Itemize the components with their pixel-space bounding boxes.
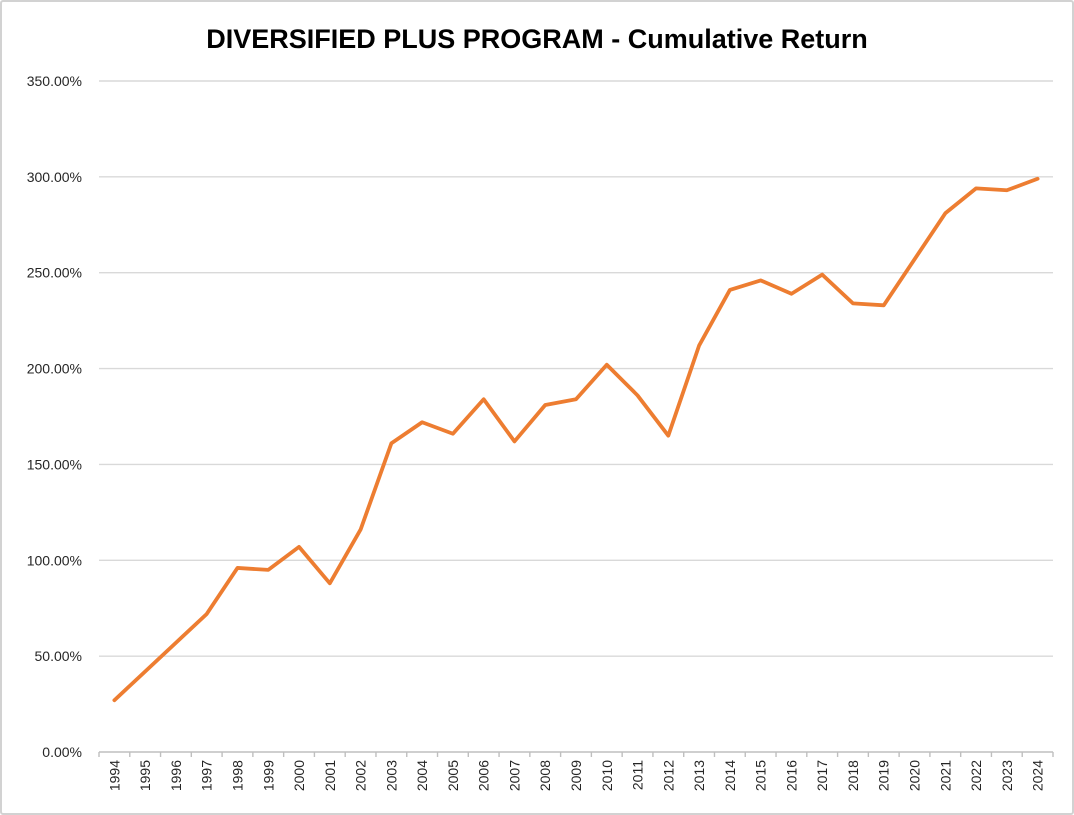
x-tick-label: 2015: [753, 760, 769, 791]
x-tick-label: 2021: [937, 760, 953, 791]
x-tick-label: 1996: [168, 760, 184, 791]
x-tick-label: 2022: [968, 760, 984, 791]
x-tick-label: 2006: [476, 760, 492, 791]
x-tick-label: 2003: [383, 760, 399, 791]
chart-title: DIVERSIFIED PLUS PROGRAM - Cumulative Re…: [206, 24, 868, 54]
x-tick-label: 2019: [876, 760, 892, 791]
x-tick-label: 2011: [630, 760, 646, 790]
x-tick-label: 2023: [999, 760, 1015, 791]
y-tick-label: 200.00%: [27, 361, 82, 377]
y-tick-label: 250.00%: [27, 265, 82, 281]
y-tick-label: 50.00%: [35, 648, 82, 664]
x-tick-label: 2012: [660, 760, 676, 791]
x-tick-label: 2005: [445, 760, 461, 791]
x-tick-label: 2009: [568, 760, 584, 791]
y-tick-label: 0.00%: [42, 744, 82, 760]
x-tick-label: 1998: [229, 760, 245, 791]
x-tick-label: 2008: [537, 760, 553, 791]
cumulative-return-line: [112, 176, 1040, 703]
x-tick-label: 2007: [506, 760, 522, 791]
x-tick-label: 2018: [845, 760, 861, 791]
y-tick-label: 100.00%: [27, 552, 82, 568]
x-tick-label: 1997: [199, 760, 215, 791]
x-tick-label: 1999: [260, 760, 276, 791]
x-tick-label: 1995: [137, 760, 153, 791]
x-tick-label: 2017: [814, 760, 830, 791]
x-tick-label: 2013: [691, 760, 707, 791]
x-tick-label: 2004: [414, 760, 430, 791]
x-tick-label: 2000: [291, 760, 307, 791]
x-tick-label: 2020: [907, 760, 923, 791]
x-tick-label: 1994: [106, 760, 122, 791]
x-tick-label: 2001: [322, 760, 338, 791]
x-tick-label: 2010: [599, 760, 615, 791]
x-tick-label: 2024: [1030, 760, 1046, 791]
x-tick-label: 2014: [722, 760, 738, 791]
x-tick-label: 2016: [783, 760, 799, 791]
x-tick-label: 2002: [353, 760, 369, 791]
y-tick-label: 150.00%: [27, 456, 82, 472]
y-tick-label: 350.00%: [27, 73, 82, 89]
y-tick-label: 300.00%: [27, 169, 82, 185]
